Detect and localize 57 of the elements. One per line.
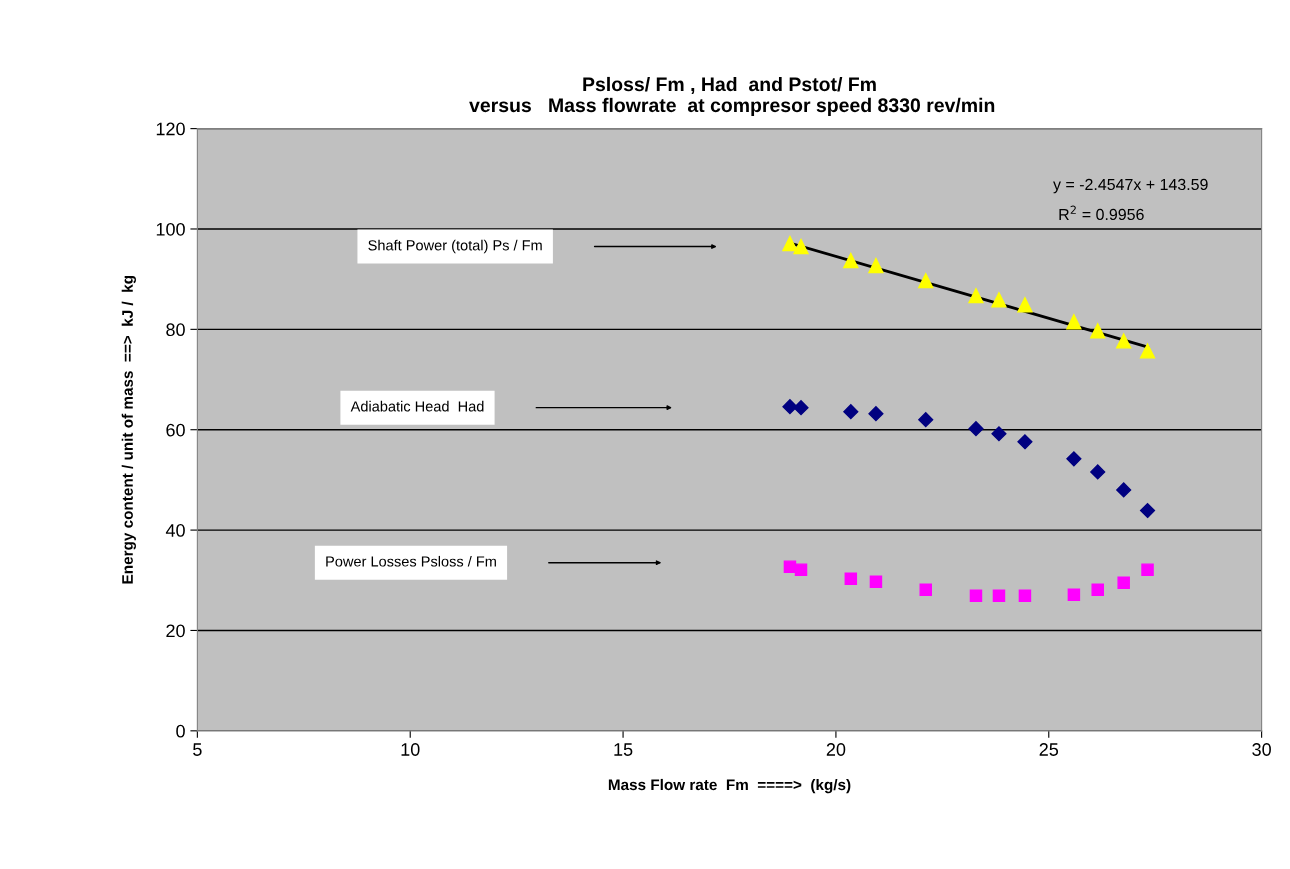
- annotation: Shaft Power (total) Ps / Fm: [368, 239, 542, 254]
- point: [1067, 588, 1081, 602]
- point: [1018, 589, 1032, 603]
- point: [918, 273, 934, 289]
- y-tick-label: 120: [156, 122, 185, 136]
- point: [793, 238, 809, 255]
- y-tick-label: 40: [165, 524, 185, 537]
- y-tick-label: 80: [166, 323, 185, 337]
- point: [1091, 583, 1104, 597]
- point: [991, 426, 1007, 442]
- annotation: R$^{2}$ = 0.9956: [1059, 205, 1144, 221]
- point: [969, 589, 983, 603]
- point: [1116, 482, 1132, 498]
- annotation: Power Losses Psloss / Fm: [326, 555, 496, 567]
- point: [794, 563, 808, 576]
- point: [1017, 297, 1033, 313]
- point: [918, 412, 934, 428]
- point: [919, 583, 932, 597]
- point: [844, 572, 858, 586]
- point: [793, 400, 809, 416]
- point: [1139, 343, 1156, 359]
- point: [1017, 434, 1033, 450]
- point: [1066, 451, 1082, 467]
- point: [968, 288, 984, 304]
- x-axis-title: Mass Flow rate Fm ====> (kg/s): [608, 778, 851, 794]
- x-tick-label: 15: [614, 743, 633, 756]
- y-tick-label: 100: [156, 222, 185, 236]
- point: [843, 404, 859, 420]
- point: [1141, 563, 1154, 576]
- point: [968, 421, 984, 437]
- point: [869, 575, 883, 589]
- x-tick-label: 25: [1039, 743, 1059, 756]
- point: [1090, 464, 1106, 480]
- point: [1139, 502, 1156, 519]
- point: [992, 589, 1006, 603]
- x-tick-label: 30: [1252, 743, 1271, 756]
- point: [782, 399, 798, 415]
- point: [1090, 323, 1106, 339]
- y-axis-title: Energy content / unit of mass ==> kJ / kg: [121, 276, 136, 584]
- y-tick-label: 60: [166, 423, 185, 437]
- point: [783, 560, 797, 573]
- point: [1066, 314, 1082, 330]
- y-tick-label: 20: [166, 624, 185, 638]
- x-tick-label: 20: [826, 743, 846, 756]
- point: [782, 235, 798, 252]
- y-tick-label: 0: [176, 724, 185, 738]
- point: [843, 252, 859, 269]
- chart-title: Psloss/ Fm , Had and Pstot/ Fm versus Mass flowrate at compresor speed 8330 rev/min: [469, 76, 995, 116]
- point: [868, 406, 884, 422]
- annotation: y = -2.4547x + 143.59: [1053, 178, 1208, 194]
- x-tick-label: 10: [401, 743, 420, 756]
- point: [1116, 333, 1132, 349]
- x-tick-label: 5: [193, 743, 202, 756]
- point: [991, 292, 1007, 308]
- point: [1117, 576, 1130, 590]
- annotation: Adiabatic Head Had: [350, 400, 484, 412]
- point: [868, 257, 884, 274]
